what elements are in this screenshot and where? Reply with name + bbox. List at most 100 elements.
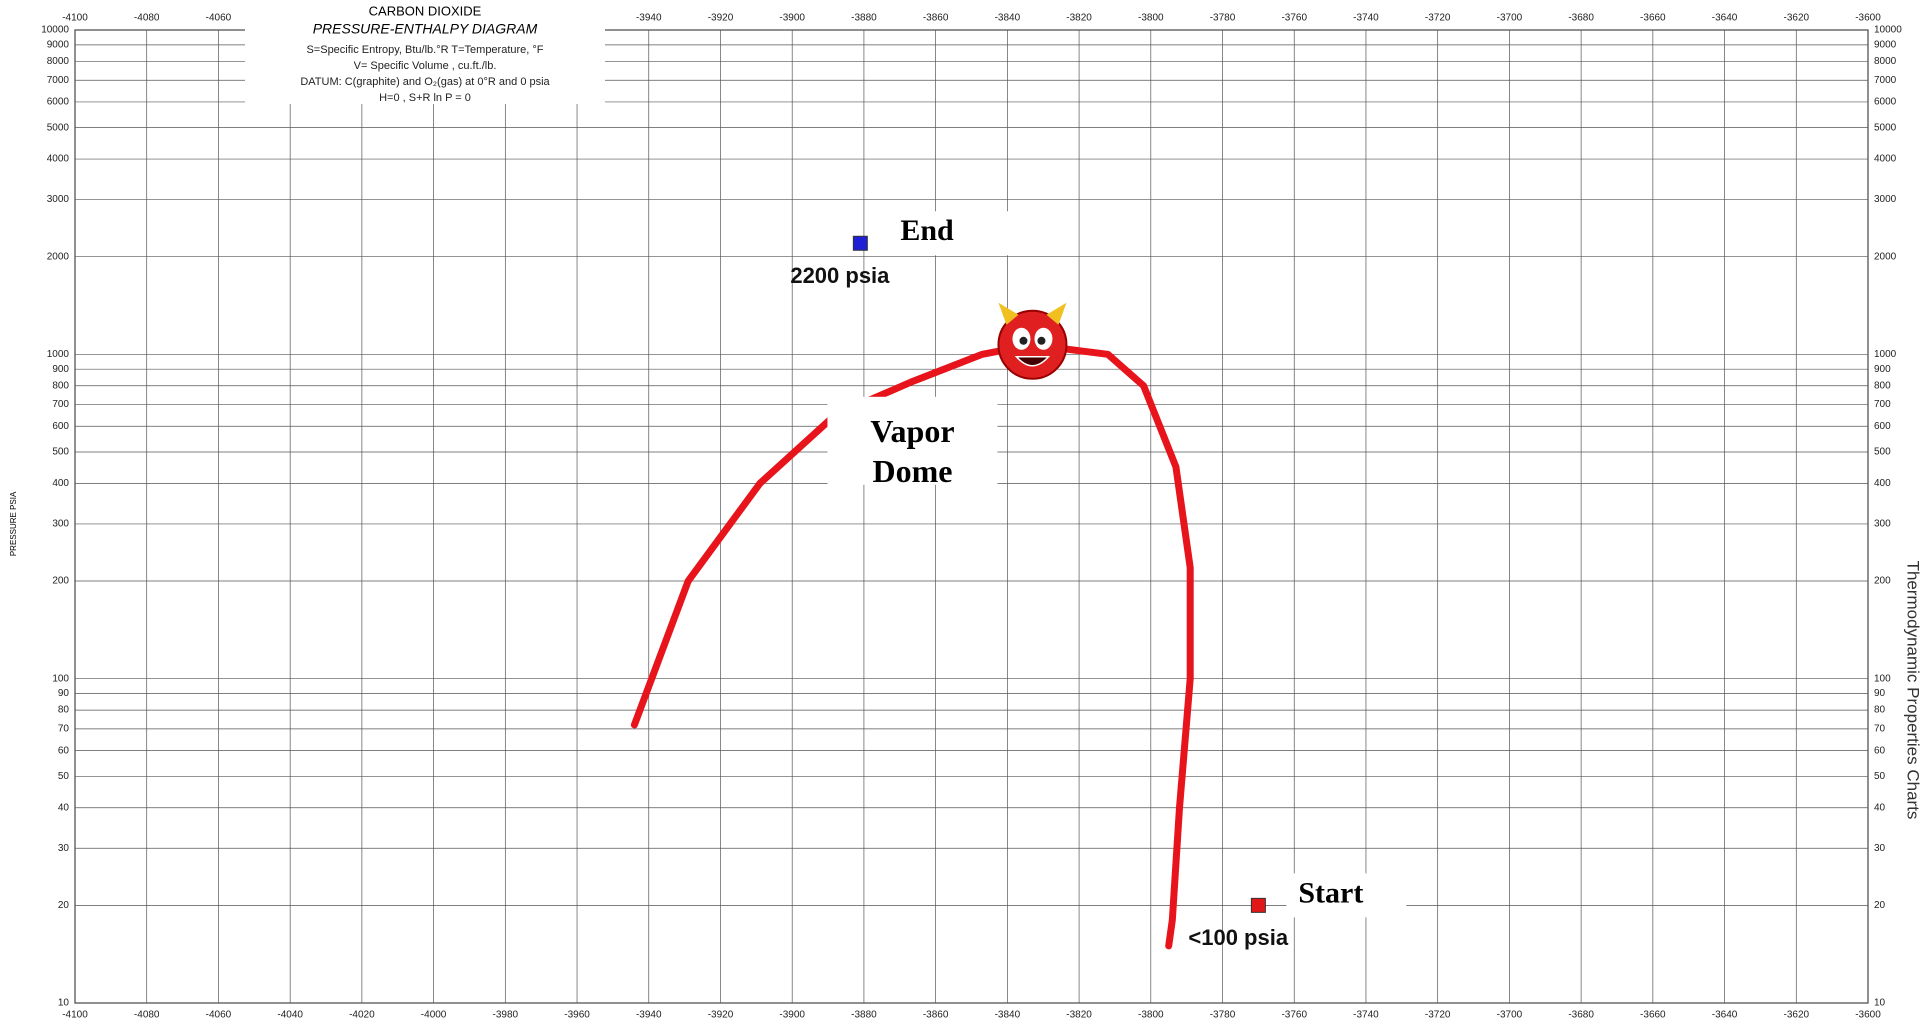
x-tick-label: -4020 bbox=[349, 1010, 375, 1021]
x-tick-label-top: -3720 bbox=[1425, 13, 1451, 24]
y-tick-label: 10000 bbox=[41, 25, 69, 36]
y-tick-label: 6000 bbox=[47, 97, 70, 108]
y-tick-label: 80 bbox=[58, 705, 70, 716]
x-tick-label-top: -4060 bbox=[206, 13, 232, 24]
x-tick-label: -3920 bbox=[708, 1010, 734, 1021]
y-tick-label-right: 100 bbox=[1874, 673, 1891, 684]
y-tick-label-right: 500 bbox=[1874, 447, 1891, 458]
horns bbox=[998, 302, 1067, 325]
x-tick-label: -3760 bbox=[1281, 1010, 1307, 1021]
x-tick-label: -3600 bbox=[1855, 1010, 1881, 1021]
y-tick-label-right: 8000 bbox=[1874, 56, 1897, 67]
x-tick-label: -3880 bbox=[851, 1010, 877, 1021]
note: DATUM: C(graphite) and O₂(gas) at 0°R an… bbox=[300, 76, 550, 88]
title-box bbox=[245, 0, 605, 104]
y-tick-label: 7000 bbox=[47, 75, 70, 86]
y-tick-label-right: 600 bbox=[1874, 421, 1891, 432]
y-tick-label: 100 bbox=[52, 673, 69, 684]
y-tick-label: 200 bbox=[52, 576, 69, 587]
y-tick-label: 4000 bbox=[47, 154, 70, 165]
y-tick-label-right: 1000 bbox=[1874, 349, 1897, 360]
y-tick-label-right: 900 bbox=[1874, 364, 1891, 375]
y-tick-label: 5000 bbox=[47, 122, 70, 133]
x-tick-label: -3980 bbox=[493, 1010, 519, 1021]
mouth bbox=[1014, 356, 1051, 367]
y-tick-label-right: 800 bbox=[1874, 380, 1891, 391]
y-tick-label-right: 10 bbox=[1874, 998, 1886, 1009]
y-tick-label-right: 9000 bbox=[1874, 39, 1897, 50]
x-tick-label: -3960 bbox=[564, 1010, 590, 1021]
y-tick-label: 900 bbox=[52, 364, 69, 375]
x-tick-label-top: -3680 bbox=[1568, 13, 1594, 24]
point-name-box bbox=[1286, 873, 1407, 918]
x-tick-label: -3940 bbox=[636, 1010, 662, 1021]
x-tick-label-top: -3660 bbox=[1640, 13, 1666, 24]
y-tick-label-right: 3000 bbox=[1874, 194, 1897, 205]
chart-title: CARBON DIOXIDE bbox=[369, 3, 482, 18]
y-tick-label-right: 10000 bbox=[1874, 25, 1902, 36]
y-tick-label: 70 bbox=[58, 724, 70, 735]
y-tick-label: 30 bbox=[58, 843, 70, 854]
y-tick-label-right: 300 bbox=[1874, 519, 1891, 530]
point-name: Start bbox=[1298, 876, 1363, 909]
x-tick-label-top: -3780 bbox=[1210, 13, 1236, 24]
x-tick-label: -4000 bbox=[421, 1010, 447, 1021]
side-label: Thermodynamic Properties Charts bbox=[1904, 561, 1923, 820]
y-tick-label-right: 60 bbox=[1874, 745, 1886, 756]
x-tick-label: -3700 bbox=[1497, 1010, 1523, 1021]
y-tick-label-right: 90 bbox=[1874, 688, 1886, 699]
state-point bbox=[852, 235, 868, 251]
y-tick-label-right: 5000 bbox=[1874, 122, 1897, 133]
y-tick-label-right: 20 bbox=[1874, 900, 1886, 911]
y-tick-label-right: 80 bbox=[1874, 705, 1886, 716]
point-label: 2200 psia bbox=[790, 263, 890, 288]
y-tick-label: 3000 bbox=[47, 194, 70, 205]
note: H=0 , S+R ln P = 0 bbox=[379, 92, 471, 104]
y-tick-label: 800 bbox=[52, 380, 69, 391]
y-tick-label: 1000 bbox=[47, 349, 70, 360]
face-icon bbox=[997, 302, 1068, 380]
x-tick-label: -4060 bbox=[206, 1010, 232, 1021]
y-tick-label: 300 bbox=[52, 519, 69, 530]
x-tick-label-top: -3940 bbox=[636, 13, 662, 24]
y-tick-label: 8000 bbox=[47, 56, 70, 67]
y-tick-label: 9000 bbox=[47, 39, 70, 50]
y-tick-label: 20 bbox=[58, 900, 70, 911]
pupil bbox=[1019, 336, 1028, 345]
y-tick-label-right: 7000 bbox=[1874, 75, 1897, 86]
x-tick-label-top: -3860 bbox=[923, 13, 949, 24]
y-tick-label: 90 bbox=[58, 688, 70, 699]
y-tick-label-right: 400 bbox=[1874, 478, 1891, 489]
x-tick-label: -3660 bbox=[1640, 1010, 1666, 1021]
y-tick-label-right: 6000 bbox=[1874, 97, 1897, 108]
note: S=Specific Entropy, Btu/lb.°R T=Temperat… bbox=[306, 44, 543, 56]
x-tick-label: -4080 bbox=[134, 1010, 160, 1021]
x-tick-label: -3900 bbox=[779, 1010, 805, 1021]
x-tick-label-top: -3880 bbox=[851, 13, 877, 24]
y-tick-label-right: 2000 bbox=[1874, 251, 1897, 262]
y-tick-label-right: 30 bbox=[1874, 843, 1886, 854]
x-tick-label-top: -3800 bbox=[1138, 13, 1164, 24]
y-tick-label: 500 bbox=[52, 447, 69, 458]
x-tick-label-top: -3700 bbox=[1497, 13, 1523, 24]
chart-subtitle: PRESSURE-ENTHALPY DIAGRAM bbox=[313, 21, 538, 37]
y-tick-label: 2000 bbox=[47, 251, 70, 262]
x-tick-label-top: -3900 bbox=[779, 13, 805, 24]
x-tick-label-top: -3760 bbox=[1281, 13, 1307, 24]
x-tick-label-top: -3600 bbox=[1855, 13, 1881, 24]
x-tick-label-top: -3840 bbox=[995, 13, 1021, 24]
x-tick-label-top: -4100 bbox=[62, 13, 88, 24]
note: V= Specific Volume , cu.ft./lb. bbox=[354, 60, 497, 72]
x-tick-label-top: -3640 bbox=[1712, 13, 1738, 24]
y-tick-label: 10 bbox=[58, 998, 70, 1009]
y-tick-label: 600 bbox=[52, 421, 69, 432]
overlay: Vapor Dome End 2200 psia Start <100 psia bbox=[630, 211, 1407, 950]
x-tick-label-top: -3920 bbox=[708, 13, 734, 24]
point-label: <100 psia bbox=[1188, 925, 1288, 950]
x-tick-label: -3800 bbox=[1138, 1010, 1164, 1021]
x-tick-label: -4100 bbox=[62, 1010, 88, 1021]
x-tick-label: -3620 bbox=[1783, 1010, 1809, 1021]
point-name: End bbox=[900, 214, 954, 247]
